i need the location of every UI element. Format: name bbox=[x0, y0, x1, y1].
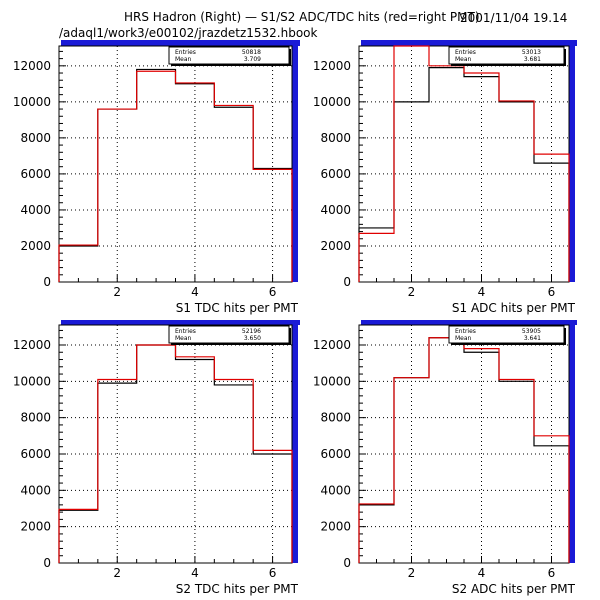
chart-1-x-axis-label: S1 ADC hits per PMT bbox=[452, 301, 576, 315]
chart-0-ytick-label: 12000 bbox=[13, 59, 51, 73]
chart-0-series-red bbox=[58, 70, 293, 282]
chart-3-frame-shadow-top bbox=[361, 320, 577, 325]
chart-3-stats-entries-value: 53905 bbox=[522, 328, 541, 335]
chart-0-stats-entries-value: 50818 bbox=[242, 49, 261, 56]
chart-2-ytick-label: 12000 bbox=[13, 338, 51, 352]
chart-2-stats-entries-label: Entries bbox=[175, 328, 196, 335]
chart-0-frame-shadow-right bbox=[292, 40, 298, 282]
chart-1-xtick-label: 6 bbox=[548, 285, 556, 299]
chart-3-xtick-label: 4 bbox=[478, 566, 486, 580]
chart-3-frame-shadow-right bbox=[569, 320, 575, 563]
chart-1-frame-shadow-right bbox=[569, 40, 575, 282]
chart-2-xtick-label: 2 bbox=[113, 566, 121, 580]
chart-3-ytick-label: 2000 bbox=[320, 520, 351, 534]
chart-1-ytick-label: 0 bbox=[343, 275, 351, 289]
chart-1-ytick-label: 10000 bbox=[313, 95, 351, 109]
chart-1-frame-shadow-top bbox=[361, 40, 577, 46]
chart-2-stats-entries-value: 52196 bbox=[242, 328, 261, 335]
histogram-s2-tdc: 0 2000 4000 6000 8000 10000 12000 2 4 6 S2 TDC hit… bbox=[13, 320, 300, 596]
chart-2-ytick-label: 10000 bbox=[13, 374, 51, 388]
chart-3-xtick-label: 6 bbox=[548, 566, 556, 580]
chart-3-x-axis-label: S2 ADC hits per PMT bbox=[452, 582, 576, 596]
histogram-s2-adc: 0 2000 4000 6000 8000 10000 12000 2 4 6 S2 ADC hit… bbox=[313, 320, 577, 596]
chart-0-stats-mean-label: Mean bbox=[175, 56, 192, 63]
chart-1-xtick-label: 4 bbox=[478, 285, 486, 299]
chart-2-stats-box bbox=[168, 325, 290, 344]
histogram-s1-adc: 0 2000 4000 6000 8000 10000 12000 2 4 6 S1 ADC hit… bbox=[313, 40, 577, 315]
chart-0-xtick-label: 6 bbox=[269, 285, 277, 299]
chart-2-stats-mean-value: 3.650 bbox=[244, 335, 261, 342]
chart-3-stats-mean-label: Mean bbox=[455, 335, 472, 342]
chart-1-stats-entries-label: Entries bbox=[455, 49, 476, 56]
chart-0-ytick-label: 10000 bbox=[13, 95, 51, 109]
chart-2-series-red bbox=[58, 344, 293, 563]
chart-0-stats-box bbox=[168, 46, 290, 65]
chart-0-xtick-label: 2 bbox=[113, 285, 121, 299]
chart-3-ytick-label: 12000 bbox=[313, 338, 351, 352]
chart-1-series-red bbox=[358, 45, 570, 282]
chart-1-ytick-label: 4000 bbox=[320, 203, 351, 217]
chart-0-ytick-label: 6000 bbox=[20, 167, 51, 181]
chart-2-ytick-label: 0 bbox=[43, 556, 51, 570]
page-title: HRS Hadron (Right) — S1/S2 ADC/TDC hits … bbox=[124, 10, 480, 24]
chart-1-stats-mean-value: 3.681 bbox=[524, 56, 541, 63]
chart-2-ytick-label: 2000 bbox=[20, 520, 51, 534]
chart-0-ytick-label: 2000 bbox=[20, 239, 51, 253]
chart-2-ytick-label: 4000 bbox=[20, 483, 51, 497]
chart-1-plot-area bbox=[358, 45, 570, 283]
chart-0-xtick-label: 4 bbox=[191, 285, 199, 299]
chart-1-ytick-label: 12000 bbox=[313, 59, 351, 73]
chart-1-stats-box bbox=[448, 46, 565, 65]
chart-0-ytick-label: 8000 bbox=[20, 131, 51, 145]
chart-0-ytick-label: 4000 bbox=[20, 203, 51, 217]
chart-3-stats-mean-value: 3.641 bbox=[524, 335, 541, 342]
chart-3-ytick-label: 0 bbox=[343, 556, 351, 570]
chart-1-xtick-label: 2 bbox=[408, 285, 416, 299]
chart-3-stats-box bbox=[448, 325, 565, 344]
chart-3-ytick-label: 8000 bbox=[320, 411, 351, 425]
chart-3-xtick-label: 2 bbox=[408, 566, 416, 580]
chart-2-plot-area bbox=[58, 324, 293, 564]
chart-2-xtick-label: 6 bbox=[269, 566, 277, 580]
chart-1-ytick-label: 2000 bbox=[320, 239, 351, 253]
date-time-stamp: 2001/11/04 19.14 bbox=[460, 11, 568, 25]
chart-2-x-axis-label: S2 TDC hits per PMT bbox=[176, 582, 299, 596]
chart-2-frame-shadow-top bbox=[61, 320, 300, 325]
chart-3-plot-area bbox=[358, 324, 570, 564]
chart-3-stats-entries-label: Entries bbox=[455, 328, 476, 335]
file-path: /adaql1/work3/e00102/jrazdetz1532.hbook bbox=[59, 26, 318, 40]
chart-3-ytick-label: 10000 bbox=[313, 374, 351, 388]
chart-1-stats-entries-value: 53013 bbox=[522, 49, 541, 56]
chart-1-ytick-label: 6000 bbox=[320, 167, 351, 181]
chart-2-xtick-label: 4 bbox=[191, 566, 199, 580]
chart-2-frame-shadow-right bbox=[292, 320, 298, 563]
chart-0-stats-entries-label: Entries bbox=[175, 49, 196, 56]
histogram-s1-tdc: 0 2000 4000 6000 8000 10000 12000 2 4 6 S1 TDC hit… bbox=[13, 40, 300, 315]
chart-2-ytick-label: 6000 bbox=[20, 447, 51, 461]
chart-2-ytick-label: 8000 bbox=[20, 411, 51, 425]
chart-0-stats-mean-value: 3.709 bbox=[244, 56, 261, 63]
chart-2-stats-mean-label: Mean bbox=[175, 335, 192, 342]
chart-1-stats-mean-label: Mean bbox=[455, 56, 472, 63]
chart-0-x-axis-label: S1 TDC hits per PMT bbox=[176, 301, 299, 315]
chart-3-ytick-label: 4000 bbox=[320, 483, 351, 497]
chart-3-ytick-label: 6000 bbox=[320, 447, 351, 461]
chart-0-frame-shadow-top bbox=[61, 40, 300, 46]
chart-1-ytick-label: 8000 bbox=[320, 131, 351, 145]
chart-0-ytick-label: 0 bbox=[43, 275, 51, 289]
